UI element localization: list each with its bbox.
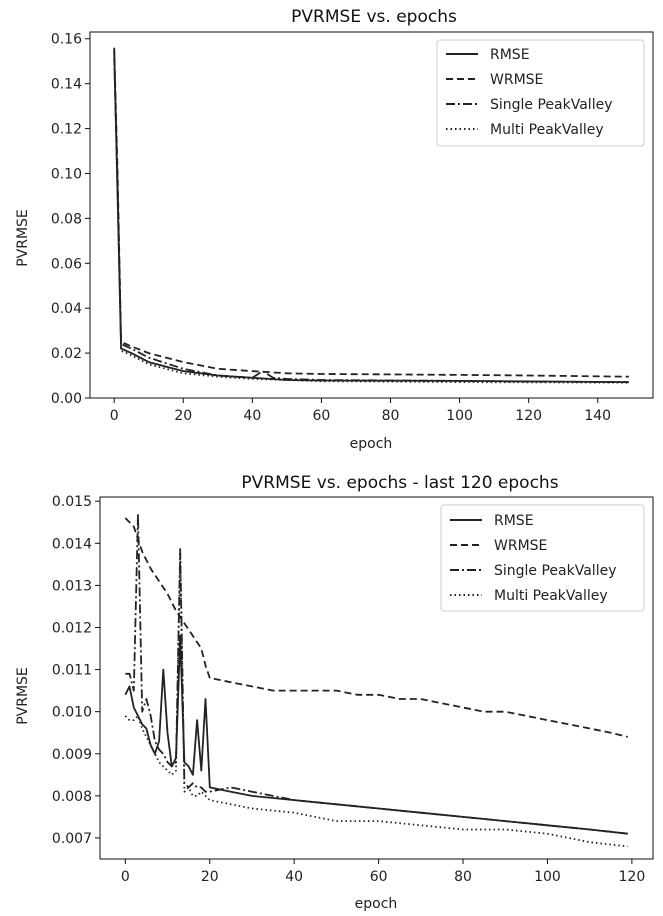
chart-1: PVRMSE vs. epochs 0.000.020.040.060.080.… — [15, 7, 654, 452]
chart-1-x-tick-label: 80 — [382, 408, 400, 424]
chart-1-y-tick-label: 0.06 — [51, 256, 82, 272]
chart-2-series-rmse — [124, 635, 628, 835]
chart-2-y-tick-label: 0.012 — [52, 620, 92, 636]
chart-2-series-multi-peakvalley — [124, 546, 628, 848]
chart-1-y-tick-label: 0.10 — [51, 166, 82, 182]
chart-2-plot-frame — [99, 496, 654, 860]
chart-1-x-ticks: 0 20 40 60 80 100 120 140 — [110, 398, 611, 424]
chart-1-legend-items: RMSE WRMSE Single PeakValley Multi PeakVall… — [446, 47, 612, 138]
chart-2-x-tick-label: 20 — [201, 869, 219, 885]
chart-1-plot-frame — [89, 31, 654, 399]
chart-2-y-tick-label: 0.015 — [52, 494, 92, 510]
chart-1-y-tick-label: 0.16 — [51, 32, 82, 48]
chart-2-series-single-peakvalley — [125, 512, 628, 835]
chart-2-title: PVRMSE vs. epochs - last 120 epochs — [241, 473, 558, 493]
chart-2-y-tick-label: 0.014 — [52, 536, 92, 552]
chart-2-y-ticks: 0.007 0.008 0.009 0.010 0.011 0.012 0.013 0.014… — [52, 494, 100, 847]
chart-2-x-tick-label: 100 — [534, 869, 561, 885]
chart-1-series-multi-peakvalley — [113, 54, 629, 384]
chart-1-lines — [113, 47, 629, 384]
chart-2-x-tick-label: 40 — [285, 869, 303, 885]
chart-2-y-tick-label: 0.011 — [52, 663, 92, 679]
chart-1-legend: RMSE WRMSE Single PeakValley Multi PeakVall… — [436, 39, 645, 147]
chart-1-x-tick-label: 0 — [110, 408, 119, 424]
chart-1-series-wrmse — [113, 47, 629, 378]
chart-2-legend-label: RMSE — [494, 513, 534, 529]
chart-2-legend-box — [440, 504, 645, 612]
chart-1-series-single-peakvalley — [113, 56, 629, 383]
chart-1-x-tick-label: 60 — [313, 408, 331, 424]
chart-2-y-tick-label: 0.008 — [52, 789, 92, 805]
chart-1-legend-label: Multi PeakValley — [490, 122, 604, 138]
chart-1-y-tick-label: 0.08 — [51, 211, 82, 227]
chart-2-x-ticks: 0 20 40 60 80 100 120 — [121, 859, 645, 885]
chart-1-ylabel: PVRMSE — [15, 209, 31, 267]
chart-2-y-tick-label: 0.010 — [52, 705, 92, 721]
chart-1-x-tick-label: 40 — [243, 408, 261, 424]
chart-2-x-tick-label: 120 — [619, 869, 646, 885]
chart-1-legend-label: Single PeakValley — [490, 97, 612, 113]
chart-2-legend: RMSE WRMSE Single PeakValley Multi PeakVall… — [440, 504, 645, 612]
chart-1-legend-box — [436, 39, 645, 147]
chart-2-legend-label: Single PeakValley — [494, 563, 616, 579]
chart-1-y-tick-label: 0.14 — [51, 77, 82, 93]
chart-2-ylabel: PVRMSE — [15, 667, 31, 725]
chart-1-y-ticks: 0.00 0.02 0.04 0.06 0.08 0.10 0.12 0.14 0.16 — [51, 32, 90, 407]
chart-1-x-tick-label: 20 — [174, 408, 192, 424]
chart-1-y-tick-label: 0.02 — [51, 346, 82, 362]
chart-1-legend-label: WRMSE — [490, 72, 543, 88]
chart-2-legend-label: WRMSE — [494, 538, 547, 554]
chart-1-x-tick-label: 140 — [584, 408, 611, 424]
chart-1-title: PVRMSE vs. epochs — [291, 7, 457, 27]
chart-1-y-tick-label: 0.00 — [51, 391, 82, 407]
chart-1-xlabel: epoch — [350, 436, 393, 452]
chart-2-lines — [124, 512, 628, 848]
chart-2-x-tick-label: 60 — [370, 869, 388, 885]
chart-2-series-wrmse — [124, 517, 628, 738]
chart-2: PVRMSE vs. epochs - last 120 epochs 0.00… — [15, 473, 654, 912]
chart-2-legend-label: Multi PeakValley — [494, 588, 608, 604]
chart-1-y-tick-label: 0.12 — [51, 122, 82, 138]
chart-2-x-tick-label: 80 — [454, 869, 472, 885]
chart-2-y-tick-label: 0.009 — [52, 747, 92, 763]
chart-1-x-tick-label: 100 — [446, 408, 473, 424]
chart-2-xlabel: epoch — [355, 896, 398, 912]
chart-2-x-tick-label: 0 — [121, 869, 130, 885]
chart-2-y-tick-label: 0.013 — [52, 578, 92, 594]
chart-2-y-tick-label: 0.007 — [52, 831, 92, 847]
chart-1-y-tick-label: 0.04 — [51, 301, 82, 317]
chart-2-legend-items: RMSE WRMSE Single PeakValley Multi PeakVall… — [450, 513, 616, 604]
chart-1-legend-label: RMSE — [490, 47, 530, 63]
chart-1-x-tick-label: 120 — [515, 408, 542, 424]
